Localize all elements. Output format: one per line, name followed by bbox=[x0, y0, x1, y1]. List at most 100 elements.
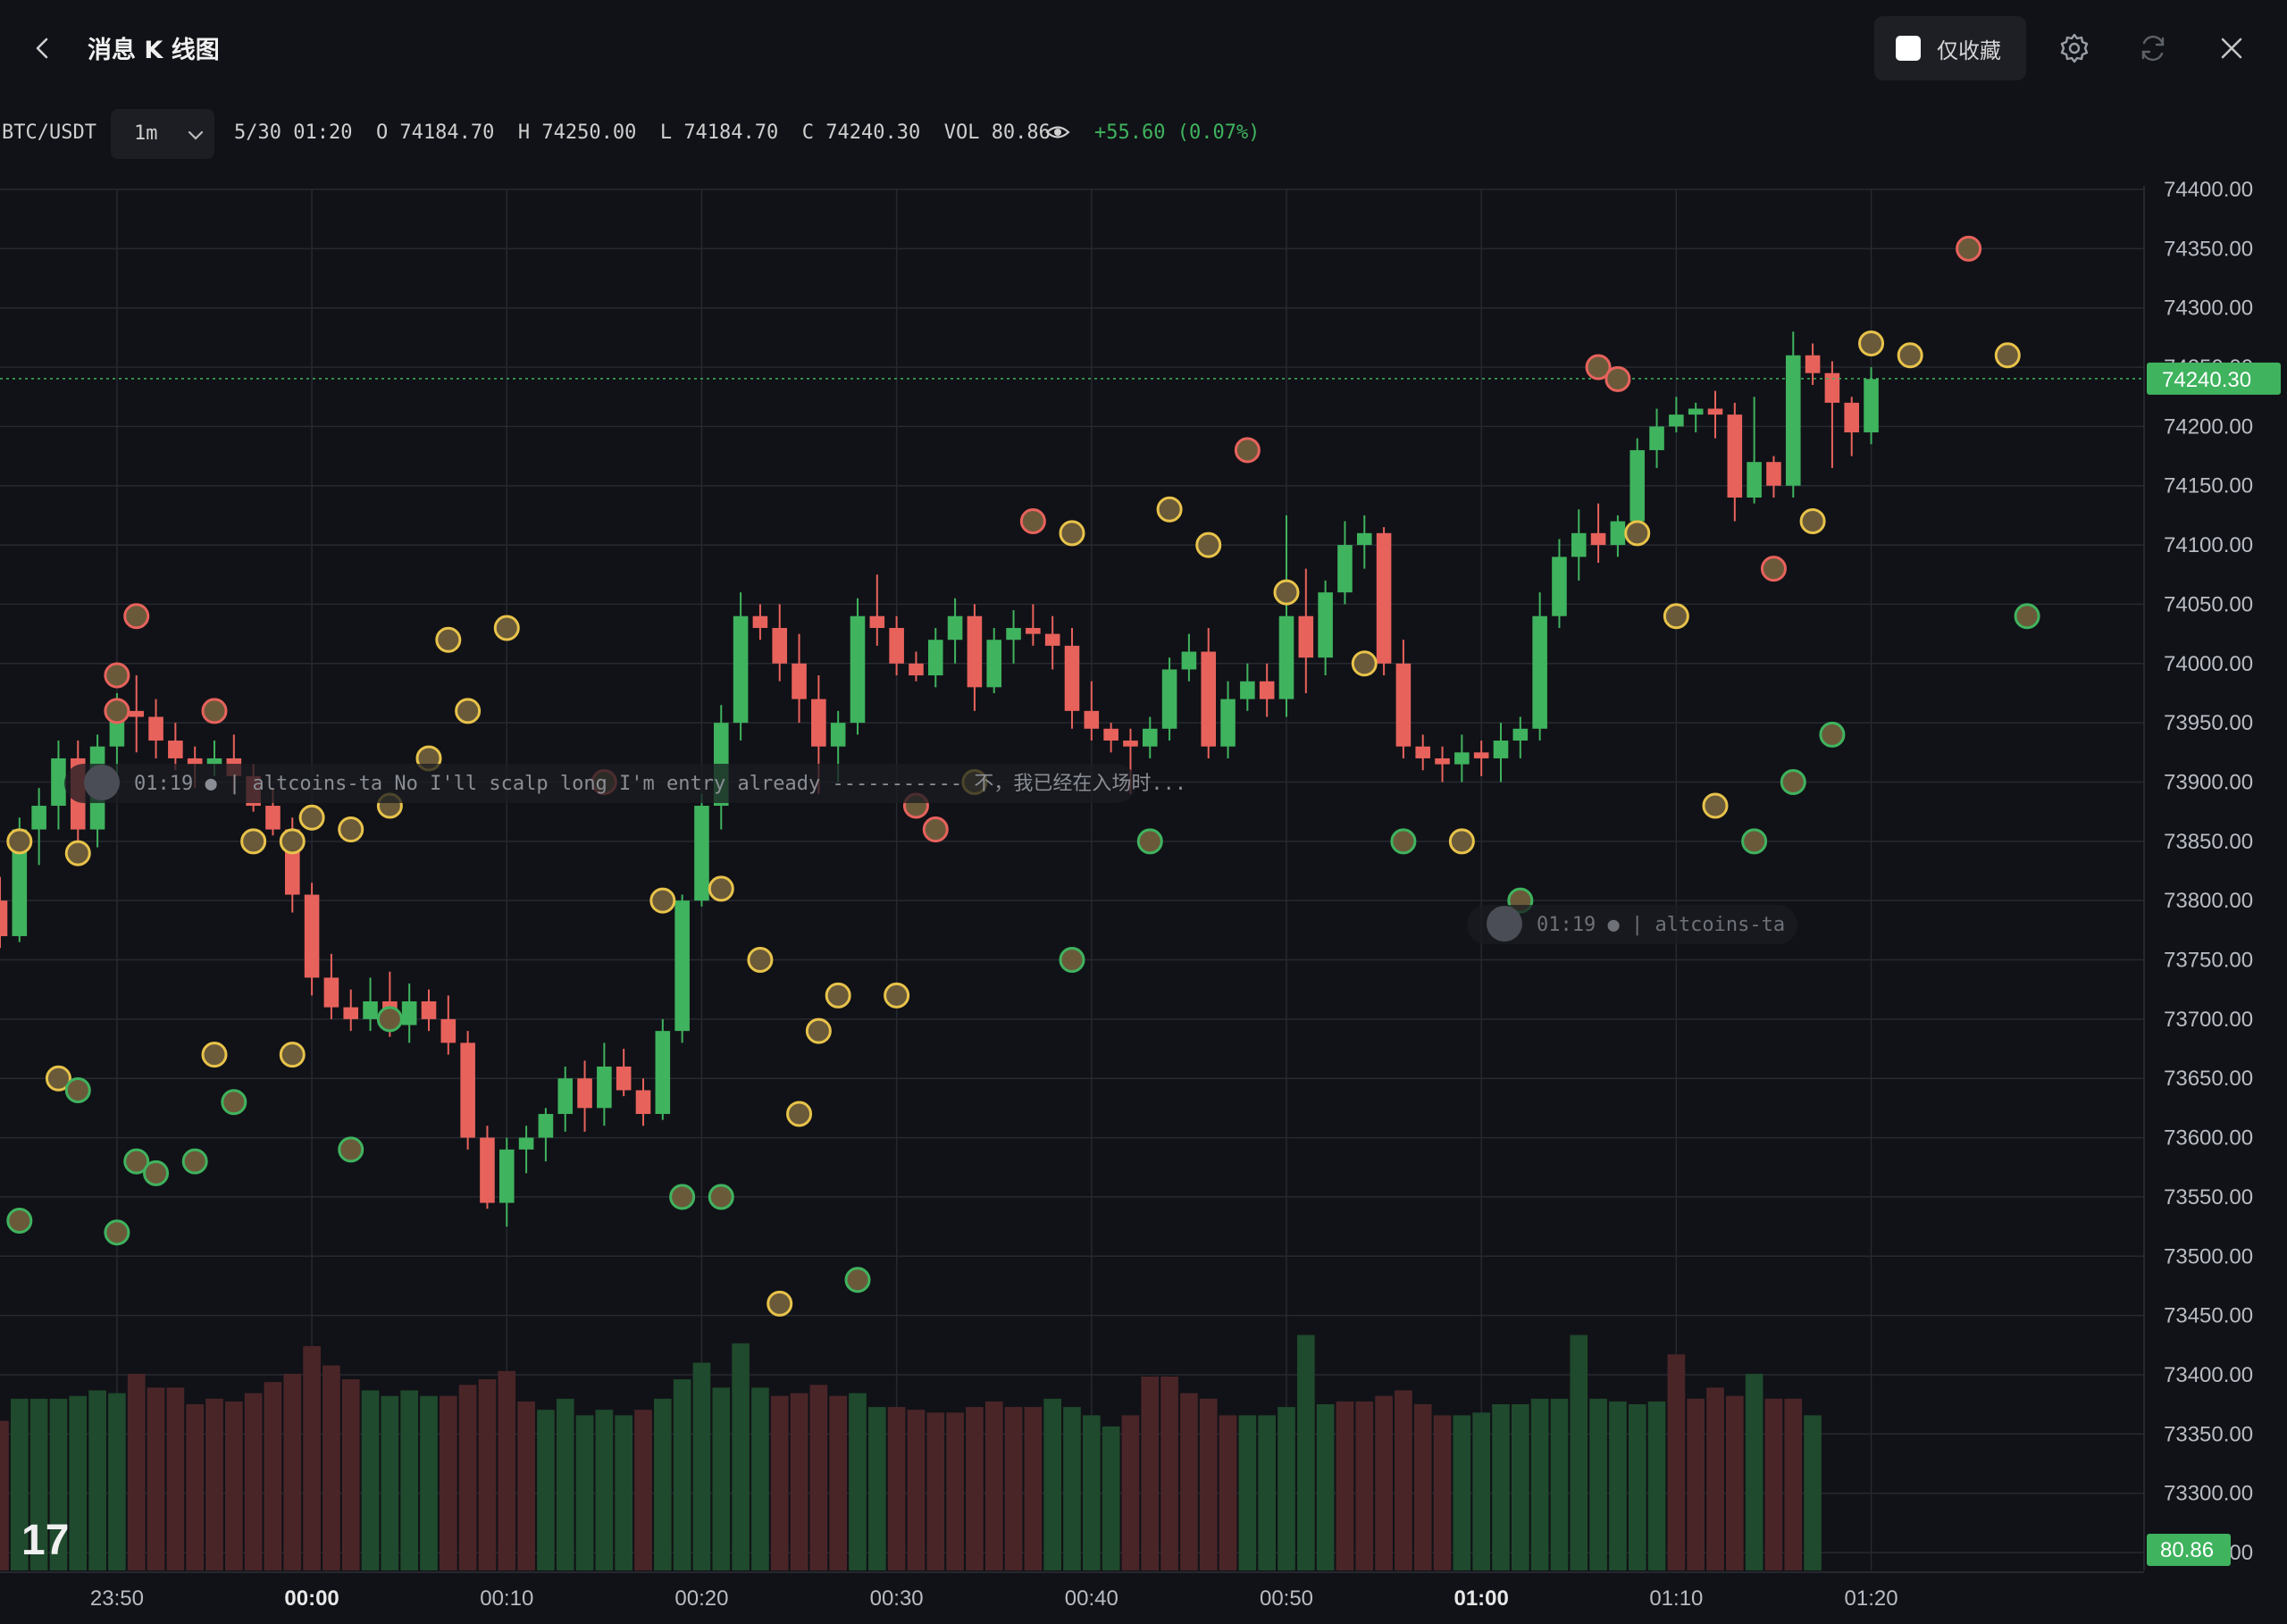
news-marker[interactable] bbox=[279, 828, 306, 855]
news-marker[interactable] bbox=[922, 816, 949, 843]
candle bbox=[518, 1137, 534, 1150]
news-marker[interactable] bbox=[1858, 331, 1885, 357]
news-marker[interactable] bbox=[708, 1184, 734, 1210]
page-title: 消息 K 线图 bbox=[88, 37, 220, 64]
news-marker[interactable] bbox=[1663, 603, 1689, 630]
annotation-pill[interactable] bbox=[1467, 905, 1797, 944]
news-marker[interactable] bbox=[181, 1148, 208, 1175]
news-marker[interactable] bbox=[298, 804, 325, 831]
news-marker[interactable] bbox=[279, 1042, 306, 1068]
news-marker[interactable] bbox=[338, 816, 364, 843]
news-marker[interactable] bbox=[1059, 947, 1085, 974]
news-marker[interactable] bbox=[6, 828, 33, 855]
time-tick-label: 01:20 bbox=[1845, 1586, 1898, 1611]
news-marker[interactable] bbox=[1624, 520, 1651, 547]
volume-bar bbox=[770, 1395, 789, 1570]
news-marker[interactable] bbox=[825, 982, 851, 1009]
volume-bar bbox=[323, 1365, 340, 1570]
news-marker[interactable] bbox=[104, 698, 130, 724]
volume-bar bbox=[1687, 1398, 1705, 1570]
news-marker[interactable] bbox=[884, 982, 910, 1009]
eye-icon[interactable] bbox=[1045, 120, 1070, 145]
news-marker[interactable] bbox=[240, 828, 267, 855]
news-marker[interactable] bbox=[1273, 579, 1300, 606]
volume-bar bbox=[498, 1370, 516, 1570]
news-marker[interactable] bbox=[104, 1219, 130, 1246]
news-marker[interactable] bbox=[708, 875, 734, 902]
news-marker[interactable] bbox=[493, 615, 520, 641]
candle bbox=[947, 615, 963, 640]
candle bbox=[1026, 627, 1041, 634]
news-marker[interactable] bbox=[1604, 365, 1631, 392]
news-marker[interactable] bbox=[1019, 508, 1046, 535]
candle bbox=[1084, 710, 1100, 729]
volume-bar bbox=[1745, 1373, 1763, 1570]
candle bbox=[304, 894, 320, 978]
news-marker[interactable] bbox=[747, 947, 774, 974]
close-button[interactable] bbox=[2210, 27, 2253, 70]
volume-bar bbox=[88, 1390, 106, 1570]
news-marker[interactable] bbox=[767, 1290, 793, 1317]
news-marker[interactable] bbox=[1741, 828, 1768, 855]
news-marker[interactable] bbox=[64, 840, 91, 866]
news-marker[interactable] bbox=[1195, 532, 1222, 558]
back-button[interactable] bbox=[21, 27, 64, 70]
news-marker[interactable] bbox=[805, 1017, 832, 1044]
news-marker[interactable] bbox=[45, 1065, 71, 1092]
news-marker[interactable] bbox=[123, 1148, 150, 1175]
news-marker[interactable] bbox=[1702, 792, 1729, 819]
settings-button[interactable] bbox=[2053, 27, 2096, 70]
news-marker[interactable] bbox=[201, 1042, 228, 1068]
timeframe-select[interactable]: 1m bbox=[111, 109, 214, 159]
news-marker[interactable] bbox=[1136, 828, 1163, 855]
volume-bar bbox=[127, 1373, 146, 1570]
news-marker[interactable] bbox=[1897, 342, 1923, 369]
news-marker[interactable] bbox=[1448, 828, 1475, 855]
news-marker[interactable] bbox=[123, 603, 150, 630]
news-marker[interactable] bbox=[221, 1089, 247, 1116]
news-marker[interactable] bbox=[1390, 828, 1417, 855]
volume-bar bbox=[264, 1382, 282, 1570]
news-marker[interactable] bbox=[338, 1136, 364, 1163]
news-marker[interactable] bbox=[64, 1076, 91, 1103]
time-tick-label: 01:10 bbox=[1649, 1586, 1703, 1611]
news-marker[interactable] bbox=[1234, 437, 1261, 464]
news-marker[interactable] bbox=[649, 887, 676, 914]
news-marker[interactable] bbox=[1799, 508, 1826, 535]
news-marker[interactable] bbox=[1156, 496, 1183, 523]
news-marker[interactable] bbox=[786, 1101, 813, 1127]
volume-bar bbox=[1647, 1401, 1666, 1570]
candle bbox=[1688, 408, 1704, 415]
refresh-button[interactable] bbox=[2132, 27, 2174, 70]
volume-bar bbox=[692, 1362, 711, 1570]
news-marker[interactable] bbox=[1585, 354, 1612, 381]
news-marker[interactable] bbox=[1760, 556, 1787, 582]
news-marker[interactable] bbox=[2014, 603, 2040, 630]
news-marker[interactable] bbox=[1819, 721, 1846, 748]
news-marker[interactable] bbox=[1059, 520, 1085, 547]
news-marker[interactable] bbox=[1956, 235, 1982, 262]
news-marker[interactable] bbox=[1994, 342, 2021, 369]
volume-bar bbox=[556, 1398, 574, 1570]
news-marker[interactable] bbox=[6, 1207, 33, 1234]
news-marker[interactable] bbox=[455, 698, 482, 724]
favorites-only-toggle[interactable]: 仅收藏 bbox=[1874, 16, 2026, 80]
volume-bar bbox=[1043, 1398, 1061, 1570]
news-marker[interactable] bbox=[669, 1184, 696, 1210]
favorites-checkbox[interactable] bbox=[1896, 36, 1921, 61]
news-marker[interactable] bbox=[435, 626, 462, 653]
candle bbox=[616, 1066, 632, 1091]
last-volume-badge bbox=[2147, 1534, 2231, 1566]
news-marker[interactable] bbox=[1780, 768, 1806, 795]
candle bbox=[655, 1031, 671, 1115]
news-marker[interactable] bbox=[143, 1159, 170, 1186]
news-marker[interactable] bbox=[844, 1267, 871, 1293]
news-marker[interactable] bbox=[104, 662, 130, 689]
news-marker[interactable] bbox=[1351, 650, 1378, 677]
candle bbox=[1064, 645, 1080, 711]
news-marker[interactable] bbox=[201, 698, 228, 724]
annotation-pill[interactable] bbox=[64, 764, 1136, 803]
news-marker[interactable] bbox=[376, 1006, 403, 1033]
candle bbox=[733, 615, 749, 724]
